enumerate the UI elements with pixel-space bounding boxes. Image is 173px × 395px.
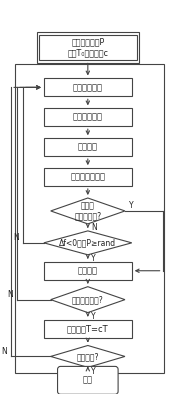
Polygon shape (44, 231, 132, 255)
Text: N: N (2, 347, 7, 356)
Text: N: N (7, 290, 13, 299)
Text: 确定初始解集P
初温T₀衰减因子c: 确定初始解集P 初温T₀衰减因子c (67, 38, 108, 57)
Text: 结束: 结束 (83, 376, 93, 385)
Bar (15, 64, 165, 373)
Text: N: N (13, 233, 19, 243)
Bar (37, 32, 139, 63)
Polygon shape (51, 346, 125, 367)
Text: Δf<0，且P≥rand: Δf<0，且P≥rand (59, 238, 116, 247)
Bar (44, 108, 132, 126)
Text: 降低温度T=cT: 降低温度T=cT (67, 324, 109, 333)
Bar (44, 79, 132, 96)
Text: Y: Y (91, 254, 96, 263)
Text: Y: Y (91, 367, 96, 376)
Text: 构造当前解空间: 构造当前解空间 (70, 173, 105, 182)
Bar (39, 35, 137, 60)
Bar (44, 320, 132, 337)
Text: 邻域解
属于第一层?: 邻域解 属于第一层? (74, 201, 101, 221)
Bar (44, 168, 132, 186)
Text: 计算目标函数: 计算目标函数 (73, 113, 103, 122)
Polygon shape (51, 287, 125, 312)
Bar (44, 262, 132, 280)
Text: 迭代终止?: 迭代终止? (77, 352, 99, 361)
FancyBboxPatch shape (58, 367, 118, 394)
Text: 构造邻域解集: 构造邻域解集 (73, 83, 103, 92)
Text: 新解集构造完?: 新解集构造完? (72, 295, 104, 304)
Text: Y: Y (129, 201, 133, 211)
Text: 生成新解: 生成新解 (78, 266, 98, 275)
Polygon shape (51, 198, 125, 224)
Text: 非列分层: 非列分层 (78, 143, 98, 152)
Bar (44, 138, 132, 156)
Text: N: N (91, 224, 97, 232)
Text: Y: Y (91, 312, 96, 321)
